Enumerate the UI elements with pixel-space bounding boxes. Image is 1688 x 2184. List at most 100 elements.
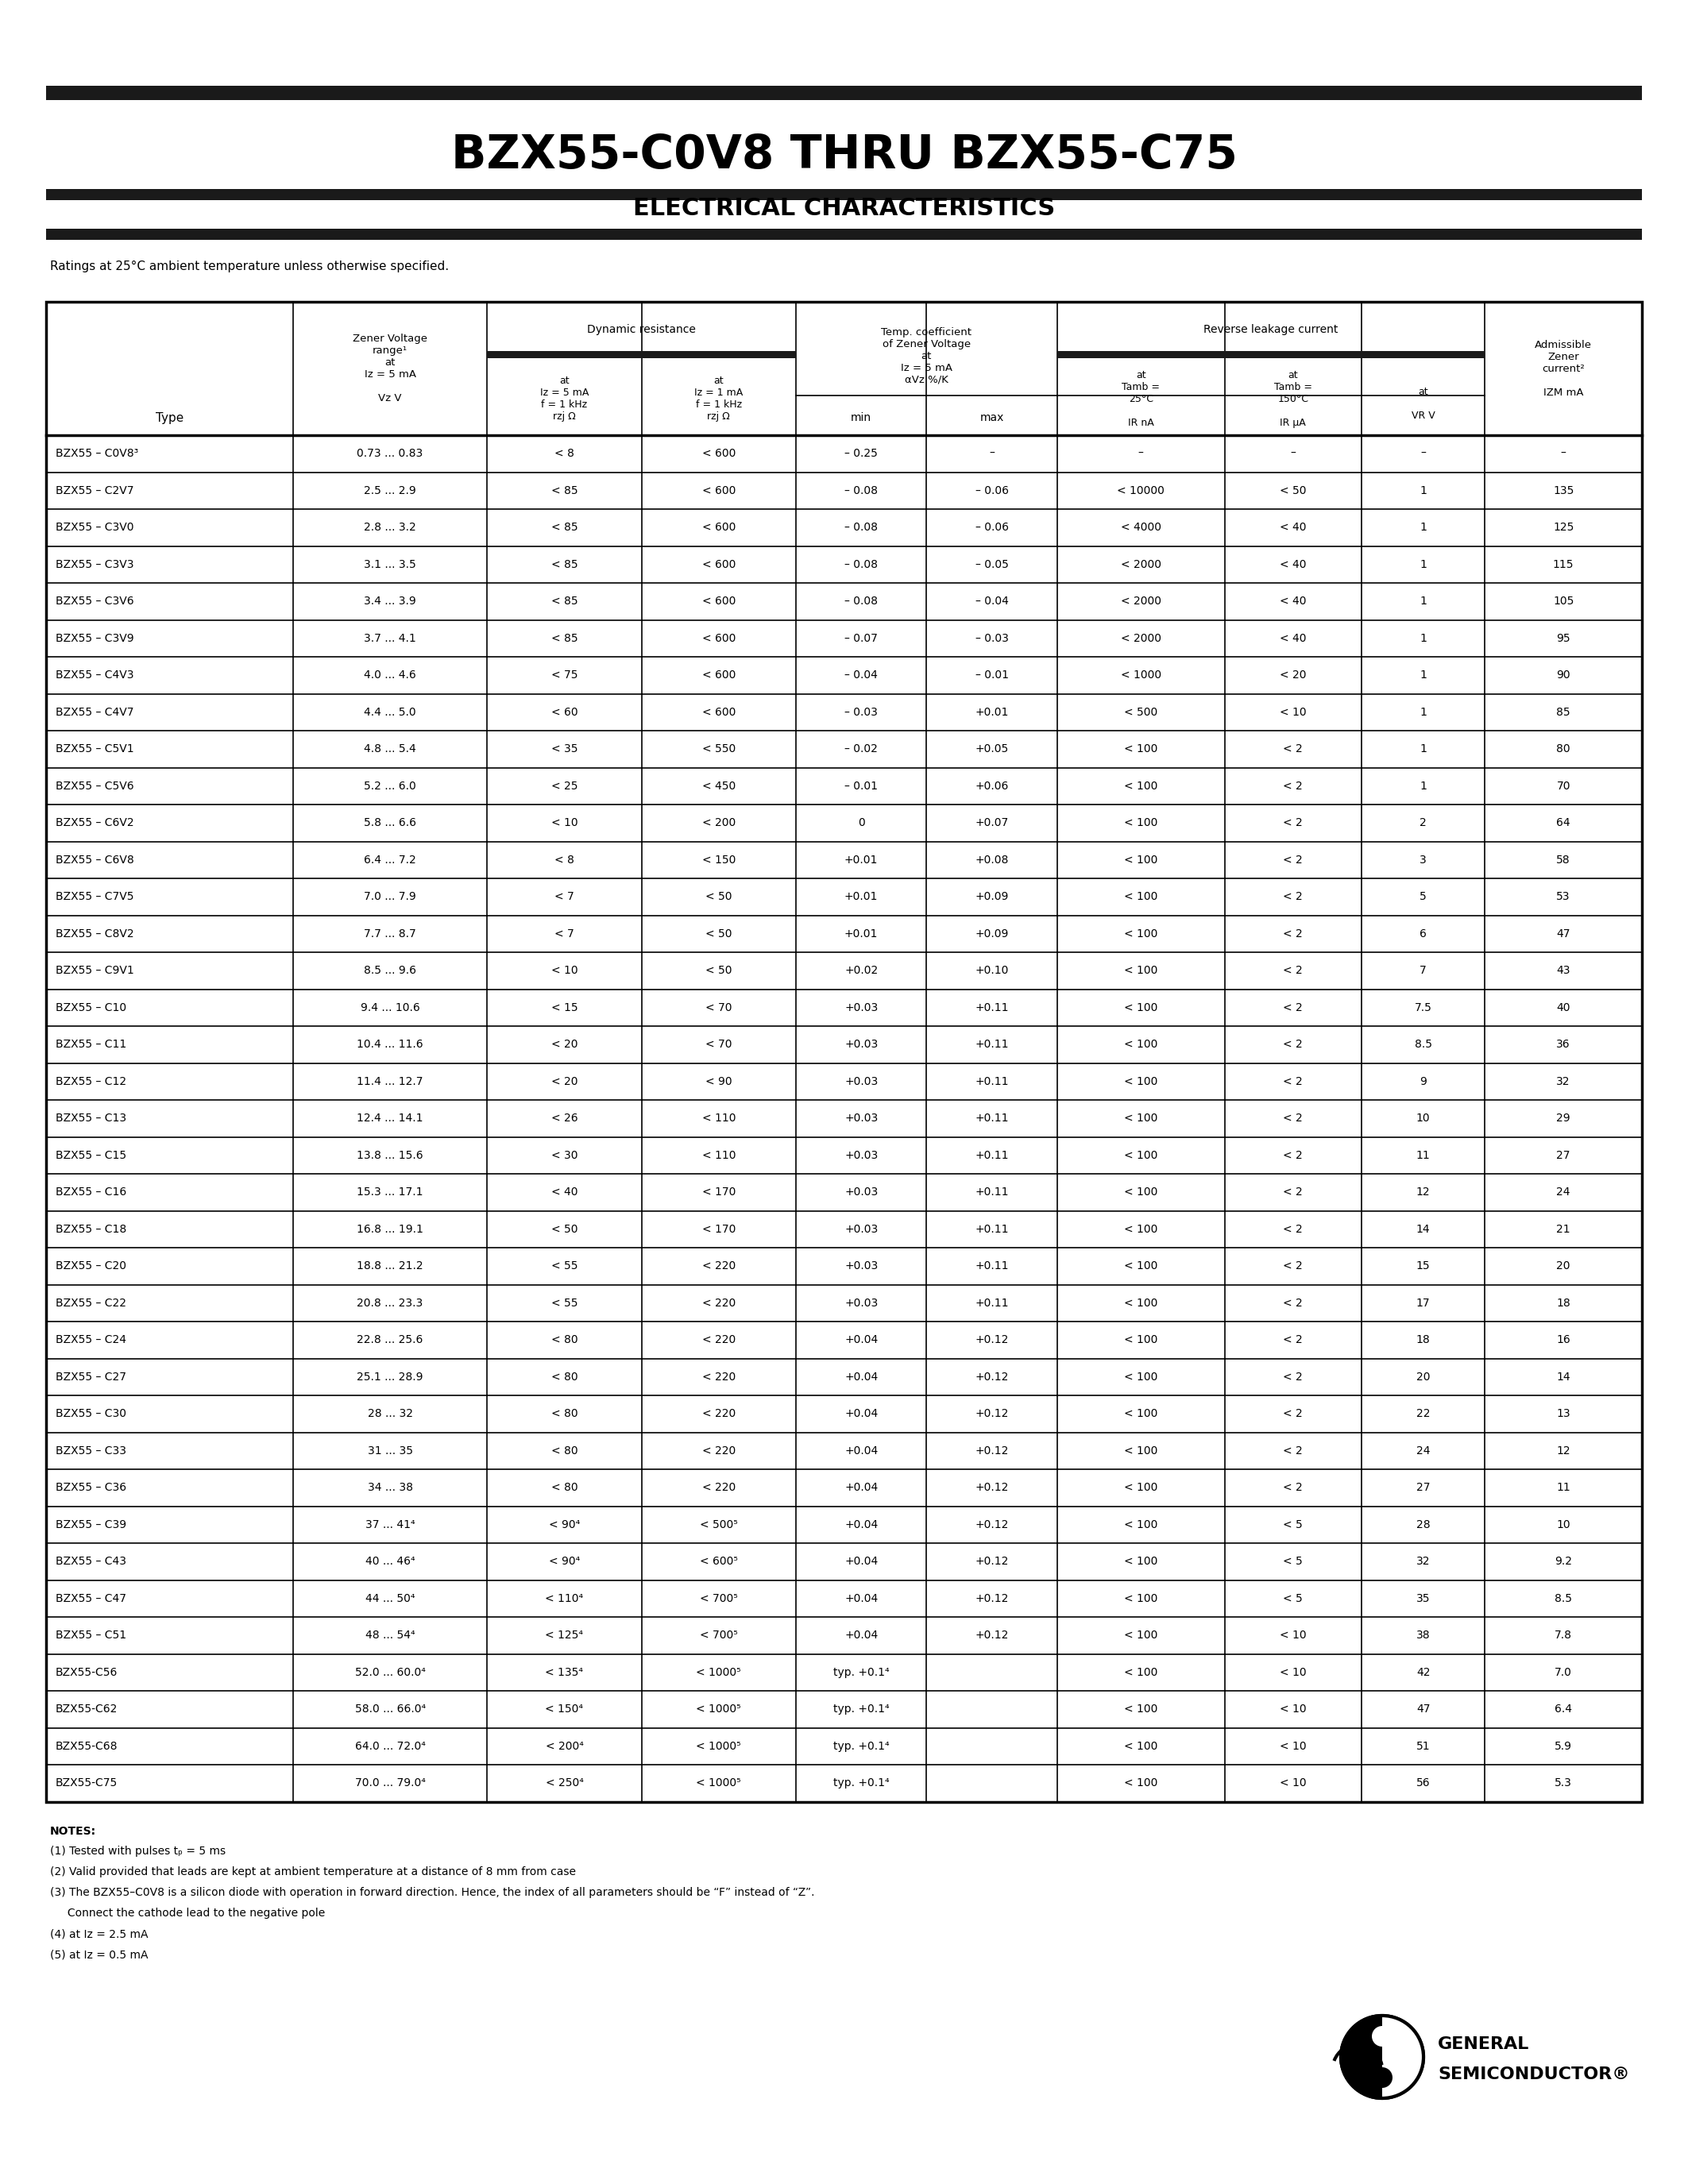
- Text: 11: 11: [1556, 1483, 1570, 1494]
- Text: 17: 17: [1416, 1297, 1430, 1308]
- Text: 40: 40: [1556, 1002, 1570, 1013]
- Text: 58: 58: [1556, 854, 1570, 865]
- Text: +0.03: +0.03: [844, 1260, 878, 1271]
- Text: < 40: < 40: [1280, 522, 1307, 533]
- Text: 2.8 ... 3.2: 2.8 ... 3.2: [365, 522, 417, 533]
- Text: BZX55 – C27: BZX55 – C27: [56, 1372, 127, 1382]
- Text: +0.09: +0.09: [976, 928, 1009, 939]
- Text: 105: 105: [1553, 596, 1573, 607]
- Bar: [488, 352, 797, 358]
- Text: < 8: < 8: [554, 854, 574, 865]
- Text: at

VR V: at VR V: [1411, 387, 1435, 422]
- Text: 44 ... 50⁴: 44 ... 50⁴: [365, 1592, 415, 1603]
- Text: < 100: < 100: [1124, 1520, 1158, 1531]
- Text: 64.0 ... 72.0⁴: 64.0 ... 72.0⁴: [354, 1741, 425, 1752]
- Text: +0.04: +0.04: [844, 1446, 878, 1457]
- Text: < 55: < 55: [550, 1297, 577, 1308]
- Text: < 220: < 220: [702, 1372, 736, 1382]
- Text: 56: 56: [1416, 1778, 1430, 1789]
- Text: 70.0 ... 79.0⁴: 70.0 ... 79.0⁴: [354, 1778, 425, 1789]
- Text: – 0.06: – 0.06: [976, 522, 1008, 533]
- Text: – 0.01: – 0.01: [844, 780, 878, 791]
- Text: < 250⁴: < 250⁴: [545, 1778, 584, 1789]
- Text: < 2: < 2: [1283, 1040, 1303, 1051]
- Text: BZX55 – C6V2: BZX55 – C6V2: [56, 817, 133, 828]
- Text: < 5: < 5: [1283, 1592, 1303, 1603]
- Text: < 10000: < 10000: [1117, 485, 1165, 496]
- Text: BZX55 – C33: BZX55 – C33: [56, 1446, 127, 1457]
- Text: 1: 1: [1420, 485, 1426, 496]
- Text: < 600: < 600: [702, 633, 736, 644]
- Text: < 2: < 2: [1283, 1260, 1303, 1271]
- Text: < 50: < 50: [706, 965, 733, 976]
- Text: < 100: < 100: [1124, 1446, 1158, 1457]
- Text: BZX55 – C13: BZX55 – C13: [56, 1114, 127, 1125]
- Text: (4) at Iz = 2.5 mA: (4) at Iz = 2.5 mA: [51, 1928, 149, 1939]
- Text: Dynamic resistance: Dynamic resistance: [587, 323, 695, 334]
- Text: 7.5: 7.5: [1415, 1002, 1431, 1013]
- Text: < 20: < 20: [550, 1077, 577, 1088]
- Text: 1: 1: [1420, 780, 1426, 791]
- Text: < 700⁵: < 700⁵: [701, 1592, 738, 1603]
- Text: 9.4 ... 10.6: 9.4 ... 10.6: [361, 1002, 420, 1013]
- Text: 6.4 ... 7.2: 6.4 ... 7.2: [365, 854, 417, 865]
- Text: +0.10: +0.10: [976, 965, 1009, 976]
- Text: < 2000: < 2000: [1121, 559, 1161, 570]
- Text: 125: 125: [1553, 522, 1573, 533]
- Text: 22.8 ... 25.6: 22.8 ... 25.6: [356, 1334, 424, 1345]
- Text: 10: 10: [1416, 1114, 1430, 1125]
- Text: < 15: < 15: [550, 1002, 577, 1013]
- Text: +0.12: +0.12: [976, 1555, 1009, 1568]
- Text: +0.11: +0.11: [976, 1040, 1009, 1051]
- Text: < 50: < 50: [550, 1223, 577, 1234]
- Text: < 2: < 2: [1283, 928, 1303, 939]
- Text: < 70: < 70: [706, 1040, 733, 1051]
- Text: < 500⁵: < 500⁵: [701, 1520, 738, 1531]
- Text: BZX55 – C3V0: BZX55 – C3V0: [56, 522, 133, 533]
- Text: +0.11: +0.11: [976, 1149, 1009, 1162]
- Text: BZX55 – C47: BZX55 – C47: [56, 1592, 127, 1603]
- Text: BZX55 – C22: BZX55 – C22: [56, 1297, 127, 1308]
- Text: 4.0 ... 4.6: 4.0 ... 4.6: [365, 670, 417, 681]
- Text: < 80: < 80: [550, 1446, 577, 1457]
- Text: 1: 1: [1420, 708, 1426, 719]
- Text: < 2: < 2: [1283, 1149, 1303, 1162]
- Text: < 2: < 2: [1283, 854, 1303, 865]
- Text: < 8: < 8: [554, 448, 574, 459]
- Text: < 100: < 100: [1124, 1409, 1158, 1420]
- Text: < 85: < 85: [550, 559, 577, 570]
- Text: < 80: < 80: [550, 1372, 577, 1382]
- Text: < 170: < 170: [702, 1223, 736, 1234]
- Text: 28: 28: [1416, 1520, 1430, 1531]
- Text: +0.12: +0.12: [976, 1520, 1009, 1531]
- Text: – 0.04: – 0.04: [976, 596, 1008, 607]
- Text: +0.12: +0.12: [976, 1409, 1009, 1420]
- Text: 9.2: 9.2: [1555, 1555, 1572, 1568]
- Text: 1: 1: [1420, 743, 1426, 756]
- Text: < 600: < 600: [702, 522, 736, 533]
- Text: < 10: < 10: [1280, 708, 1307, 719]
- Text: (5) at Iz = 0.5 mA: (5) at Iz = 0.5 mA: [51, 1950, 149, 1961]
- Text: 18: 18: [1416, 1334, 1430, 1345]
- Text: < 2: < 2: [1283, 1334, 1303, 1345]
- Text: < 100: < 100: [1124, 817, 1158, 828]
- Text: +0.04: +0.04: [844, 1629, 878, 1640]
- Circle shape: [1372, 2027, 1393, 2046]
- Text: < 26: < 26: [550, 1114, 577, 1125]
- Text: 7.8: 7.8: [1555, 1629, 1572, 1640]
- Bar: [1057, 352, 1485, 358]
- Text: < 10: < 10: [1280, 1778, 1307, 1789]
- Text: +0.11: +0.11: [976, 1297, 1009, 1308]
- Text: 3.4 ... 3.9: 3.4 ... 3.9: [365, 596, 417, 607]
- Text: +0.01: +0.01: [976, 708, 1009, 719]
- Text: < 55: < 55: [550, 1260, 577, 1271]
- Text: –: –: [1138, 448, 1143, 459]
- Text: < 1000⁵: < 1000⁵: [695, 1666, 741, 1677]
- Text: – 0.08: – 0.08: [844, 559, 878, 570]
- Text: BZX55-C68: BZX55-C68: [56, 1741, 118, 1752]
- Text: – 0.01: – 0.01: [976, 670, 1008, 681]
- Text: 34 ... 38: 34 ... 38: [368, 1483, 414, 1494]
- Text: 11: 11: [1416, 1149, 1430, 1162]
- Text: 0.73 ... 0.83: 0.73 ... 0.83: [358, 448, 424, 459]
- Text: < 100: < 100: [1124, 743, 1158, 756]
